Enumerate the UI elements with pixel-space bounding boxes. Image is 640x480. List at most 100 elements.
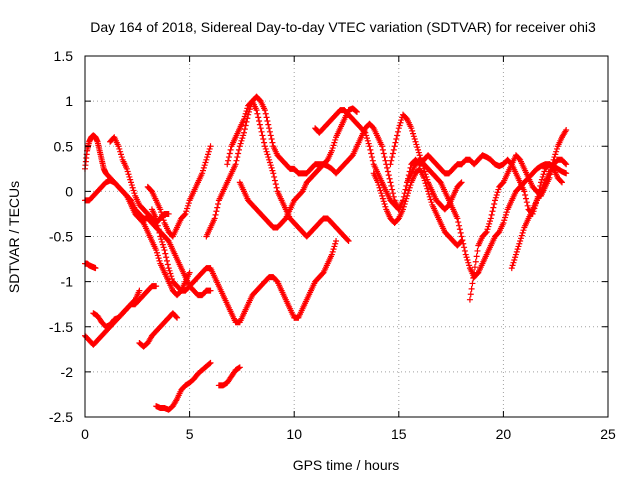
data-point — [377, 187, 384, 194]
data-point — [270, 170, 277, 177]
data-point — [423, 173, 430, 180]
data-point — [456, 226, 463, 233]
data-point — [162, 250, 169, 257]
data-point — [464, 256, 471, 263]
data-point — [379, 195, 386, 202]
data-point — [207, 143, 214, 150]
data-point — [213, 208, 220, 215]
data-point — [184, 202, 191, 209]
data-point — [174, 314, 181, 321]
data-point — [426, 193, 433, 200]
data-point — [159, 214, 166, 221]
data-point — [471, 269, 478, 276]
data-point — [186, 269, 193, 276]
data-point — [158, 238, 165, 245]
data-point — [329, 145, 336, 152]
series-arc-11 — [148, 206, 340, 326]
data-point — [402, 198, 409, 205]
data-points — [82, 93, 570, 413]
data-point — [267, 132, 274, 139]
data-point — [165, 210, 172, 217]
data-point — [237, 140, 244, 147]
y-tick-label: 0 — [65, 183, 73, 199]
data-point — [394, 128, 401, 135]
data-point — [181, 211, 188, 218]
data-point — [424, 176, 431, 183]
data-point — [381, 201, 388, 208]
data-point — [405, 187, 412, 194]
data-point — [511, 256, 518, 263]
data-point — [92, 265, 99, 272]
data-point — [269, 139, 276, 146]
data-point — [458, 179, 465, 186]
data-point — [211, 215, 218, 222]
data-point — [405, 190, 412, 197]
data-point — [414, 144, 421, 151]
data-point — [390, 146, 397, 153]
data-point — [412, 138, 419, 145]
data-point — [184, 205, 191, 212]
y-tick-label: -2.5 — [49, 409, 73, 425]
data-point — [389, 150, 396, 157]
data-point — [167, 270, 174, 277]
data-point — [388, 182, 395, 189]
data-point — [131, 190, 138, 197]
data-point — [263, 114, 270, 121]
y-tick-label: -1.5 — [49, 319, 73, 335]
data-point — [460, 240, 467, 247]
data-point — [410, 133, 417, 140]
data-point — [379, 146, 386, 153]
data-point — [553, 148, 560, 155]
data-point — [389, 186, 396, 193]
data-point — [330, 142, 337, 149]
data-point — [427, 196, 434, 203]
data-point — [156, 229, 163, 236]
data-point — [563, 161, 570, 168]
data-point — [331, 243, 338, 250]
x-tick-label: 10 — [286, 426, 302, 442]
data-point — [126, 173, 133, 180]
data-point — [471, 264, 478, 271]
data-point — [474, 247, 481, 254]
data-point — [344, 237, 351, 244]
data-point — [404, 192, 411, 199]
data-point — [502, 214, 509, 221]
data-point — [461, 244, 468, 251]
data-point — [236, 364, 243, 371]
y-tick-label: -2 — [61, 364, 74, 380]
data-point — [466, 262, 473, 269]
data-point — [483, 228, 490, 235]
y-tick-label: 0.5 — [54, 138, 74, 154]
data-point — [381, 154, 388, 161]
data-point — [563, 127, 570, 134]
data-point — [384, 168, 391, 175]
data-point — [130, 187, 137, 194]
data-point — [558, 178, 565, 185]
data-point — [265, 121, 272, 128]
data-point — [239, 135, 246, 142]
data-point — [224, 161, 231, 168]
data-point — [202, 159, 209, 166]
x-axis-title: GPS time / hours — [293, 457, 400, 473]
data-point — [512, 254, 519, 261]
data-point — [558, 179, 565, 186]
data-point — [508, 265, 515, 272]
data-point — [255, 114, 262, 121]
data-point — [258, 128, 265, 135]
data-point — [413, 141, 420, 148]
data-point — [512, 251, 519, 258]
data-point — [459, 237, 466, 244]
data-point — [155, 255, 162, 262]
data-point — [263, 148, 270, 155]
data-point — [265, 154, 272, 161]
data-point — [153, 283, 160, 290]
data-point — [409, 127, 416, 134]
data-point — [415, 146, 422, 153]
data-point — [563, 170, 570, 177]
data-point — [330, 246, 337, 253]
data-point — [240, 129, 247, 136]
data-point — [124, 168, 131, 175]
data-point — [154, 252, 161, 259]
data-point — [382, 157, 389, 164]
data-point — [225, 154, 232, 161]
